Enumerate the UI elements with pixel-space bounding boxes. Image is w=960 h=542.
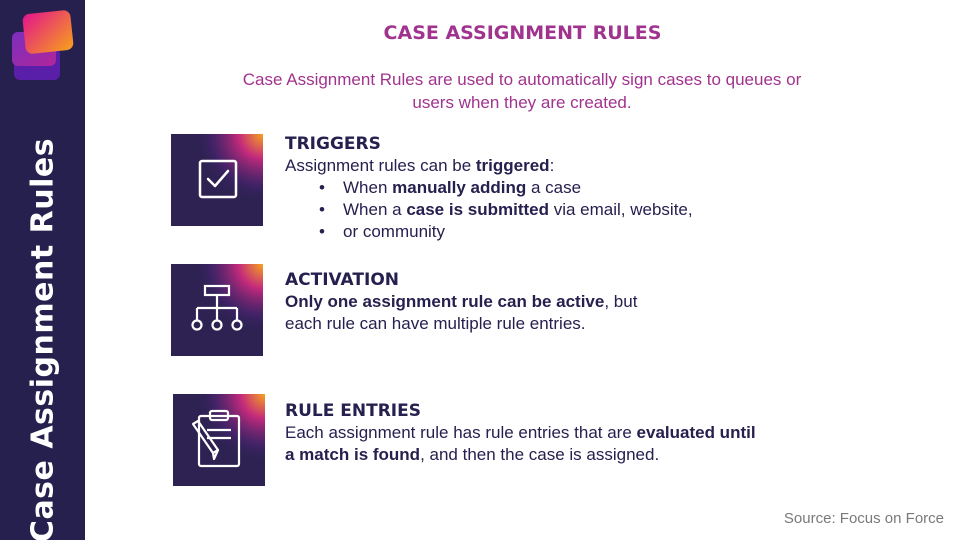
bullet-dot: • [319,222,325,241]
section-text: Only one assignment rule can be active, … [285,292,638,311]
checkbox-icon [198,159,238,199]
vertical-title: Case Assignment Rules [25,137,61,542]
hierarchy-icon [191,284,243,331]
list-item: • or community [319,222,446,241]
section-heading: TRIGGERS [285,134,381,154]
triggers-icon-box [171,134,263,226]
source-caption: Source: Focus on Force [783,510,944,527]
clipboard-edit-icon [191,409,241,468]
section-triggers: TRIGGERS Assignment rules can be trigger… [285,134,865,243]
bullet-dot: • [319,178,325,197]
bullet-list: • When manually adding a case • When a cas… [285,177,865,243]
rule-entries-icon-box [173,394,265,486]
page-title: CASE ASSIGNMENT RULES [383,22,662,44]
logo-icon [12,10,74,80]
section-heading: ACTIVATION [285,270,399,290]
list-item: • When manually adding a case [319,178,582,197]
sidebar: Case Assignment Rules [0,0,85,542]
gradient-corner [171,134,263,226]
activation-icon-box [171,264,263,356]
section-activation: ACTIVATION Only one assignment rule can … [285,270,865,335]
gradient-corner [173,394,265,486]
bullet-dot: • [319,200,325,219]
section-text-line2: each rule can have multiple rule entries… [285,314,586,333]
section-rule-entries: RULE ENTRIES Each assignment rule has ru… [285,401,865,466]
section-intro: Assignment rules can be triggered: [285,156,555,175]
section-heading: RULE ENTRIES [285,401,421,421]
list-item: • When a case is submitted via email, web… [319,200,693,219]
page-subtitle: Case Assignment Rules are used to automa… [242,70,802,112]
section-text: Each assignment rule has rule entries th… [285,423,756,464]
